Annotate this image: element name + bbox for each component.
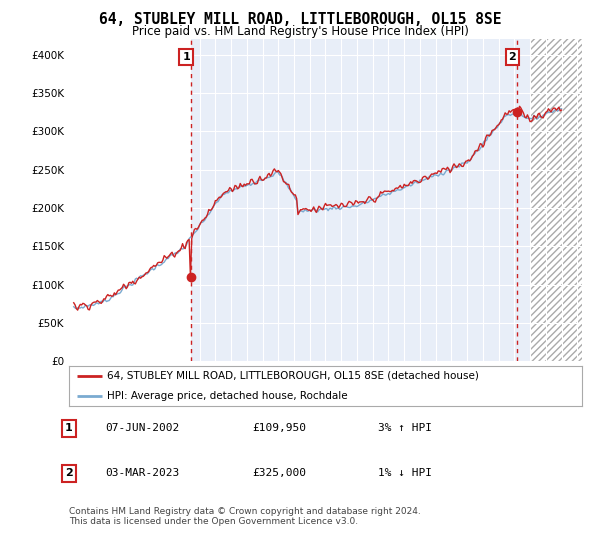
Text: 1: 1 [182,52,190,62]
Text: 3% ↑ HPI: 3% ↑ HPI [378,423,432,433]
Text: 2: 2 [65,468,73,478]
Bar [530,39,585,361]
Text: HPI: Average price, detached house, Rochdale: HPI: Average price, detached house, Roch… [107,391,348,401]
Text: 03-MAR-2023: 03-MAR-2023 [105,468,179,478]
Text: £109,950: £109,950 [252,423,306,433]
Bar [530,39,585,361]
Bar [66,39,191,361]
Text: £325,000: £325,000 [252,468,306,478]
Text: Price paid vs. HM Land Registry's House Price Index (HPI): Price paid vs. HM Land Registry's House … [131,25,469,38]
Text: 1: 1 [65,423,73,433]
Text: 1% ↓ HPI: 1% ↓ HPI [378,468,432,478]
Text: 64, STUBLEY MILL ROAD, LITTLEBOROUGH, OL15 8SE (detached house): 64, STUBLEY MILL ROAD, LITTLEBOROUGH, OL… [107,371,479,381]
Text: 2: 2 [508,52,516,62]
Text: 64, STUBLEY MILL ROAD, LITTLEBOROUGH, OL15 8SE: 64, STUBLEY MILL ROAD, LITTLEBOROUGH, OL… [99,12,501,27]
Text: Contains HM Land Registry data © Crown copyright and database right 2024.
This d: Contains HM Land Registry data © Crown c… [69,507,421,526]
Text: 07-JUN-2002: 07-JUN-2002 [105,423,179,433]
